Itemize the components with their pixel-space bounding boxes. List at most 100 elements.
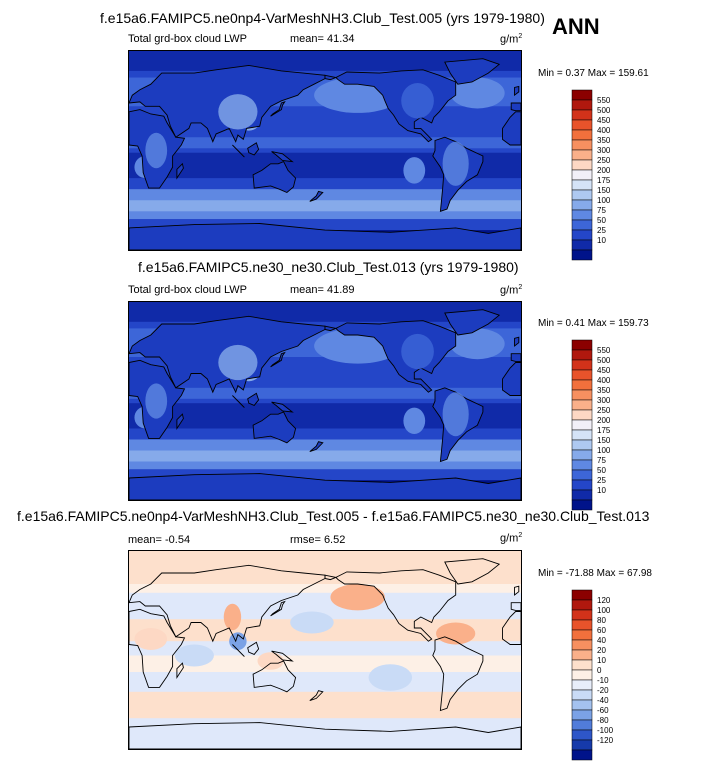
colorbar-swatch [571,749,593,761]
panel-3-minmax: Min = -71.88 Max = 67.98 [538,568,652,579]
panel-2-mean-value: 41.89 [327,284,355,296]
colorbar-swatch [571,449,593,461]
panel-3-rmse-value: 6.52 [323,534,346,546]
colorbar-label: 40 [597,636,606,645]
panel-3-min-label: Min = [538,568,563,579]
colorbar-label: 80 [597,616,606,625]
colorbar-label: -100 [597,726,614,735]
colorbar-label: 25 [597,476,606,485]
colorbar-swatch [571,709,593,721]
colorbar-label: 175 [597,176,611,185]
colorbar-label: 100 [597,196,611,205]
colorbar-swatch [571,609,593,621]
colorbar-swatch [571,639,593,651]
colorbar-label: 10 [597,486,606,495]
panel-3-min-value: -71.88 [565,568,594,579]
colorbar-swatch [571,479,593,491]
colorbar-swatch [571,349,593,361]
colorbar-swatch [571,389,593,401]
colorbar-swatch [571,209,593,221]
colorbar-swatch [571,109,593,121]
panel-3-title: f.e15a6.FAMIPC5.ne0np4-VarMeshNH3.Club_T… [17,508,650,524]
colorbar-swatch [571,129,593,141]
colorbar-swatch [571,699,593,711]
colorbar-label: -10 [597,676,609,685]
colorbar-swatch [571,219,593,231]
colorbar-label: 500 [597,106,611,115]
panel-3-units: g/m2 [500,532,522,545]
panel-3-rmse-label: rmse= [290,534,321,546]
panel-1-units-base: g/m [500,33,519,46]
panel-1-min-label: Min = [538,68,563,79]
panel-2-mean: mean= 41.89 [290,284,355,296]
colorbar-swatch [571,189,593,201]
colorbar-label: 350 [597,386,611,395]
colorbar-label: 350 [597,136,611,145]
colorbar-label: 50 [597,466,606,475]
colorbar-swatch [571,629,593,641]
colorbar-swatch [571,499,593,511]
colorbar-swatch [571,429,593,441]
colorbar-swatch [571,649,593,661]
panel-1-map [128,50,522,251]
panel-1-minmax: Min = 0.37 Max = 159.61 [538,68,649,79]
colorbar-swatch [571,739,593,751]
colorbar-label: 300 [597,146,611,155]
colorbar-label: 120 [597,596,611,605]
colorbar-swatch [571,459,593,471]
panel-3-max-value: 67.98 [626,568,652,579]
colorbar-label: 10 [597,236,606,245]
colorbar-swatch [571,669,593,681]
colorbar-swatch [571,469,593,481]
colorbar-swatch [571,419,593,431]
colorbar-label: 60 [597,626,606,635]
colorbar-label: 75 [597,206,606,215]
colorbar-swatch [571,169,593,181]
colorbar-swatch [571,89,593,101]
colorbar-label: 150 [597,186,611,195]
colorbar-label: -20 [597,686,609,695]
colorbar-label: 0 [597,666,602,675]
colorbar-swatch [571,239,593,251]
colorbar-swatch [571,679,593,691]
panel-1-mean-value: 41.34 [327,33,355,45]
colorbar-label: 250 [597,406,611,415]
colorbar-label: 400 [597,376,611,385]
panel-1-units-exp: 2 [518,33,523,40]
panel-3-rmse: rmse= 6.52 [290,534,345,546]
panel-2-units-exp: 2 [518,284,523,291]
colorbar-label: 450 [597,366,611,375]
colorbar-label: -80 [597,716,609,725]
colorbar-label: 50 [597,216,606,225]
colorbar-label: 200 [597,416,611,425]
colorbar-label: 200 [597,166,611,175]
colorbar-label: 100 [597,606,611,615]
season-label: ANN [552,14,600,39]
panel-1-mean: mean= 41.34 [290,33,355,45]
colorbar-label: 75 [597,456,606,465]
colorbar-label: 20 [597,646,606,655]
colorbar-swatch [571,729,593,741]
colorbar-swatch [571,159,593,171]
colorbar-label: 300 [597,396,611,405]
colorbar-swatch [571,139,593,151]
panel-2-colorbar: 550 500 450 400 350 300 250 200 175 150 100 75 50 25 1… [571,339,642,512]
colorbar-label: 25 [597,226,606,235]
colorbar-label: -60 [597,706,609,715]
colorbar-swatch [571,379,593,391]
colorbar-swatch [571,149,593,161]
panel-2-max-label: Max = [587,318,616,329]
colorbar-swatch [571,99,593,111]
colorbar-label: 550 [597,346,611,355]
panel-1-min-value: 0.37 [565,68,585,79]
panel-3-units-base: g/m [500,532,519,545]
colorbar-label: 10 [597,656,606,665]
panel-1-max-label: Max = [587,68,616,79]
panel-2-minmax: Min = 0.41 Max = 159.73 [538,318,649,329]
colorbar-label: 150 [597,436,611,445]
colorbar-swatch [571,689,593,701]
panel-3-map [128,550,522,750]
colorbar-swatch [571,359,593,371]
colorbar-label: 250 [597,156,611,165]
colorbar-swatch [571,179,593,191]
